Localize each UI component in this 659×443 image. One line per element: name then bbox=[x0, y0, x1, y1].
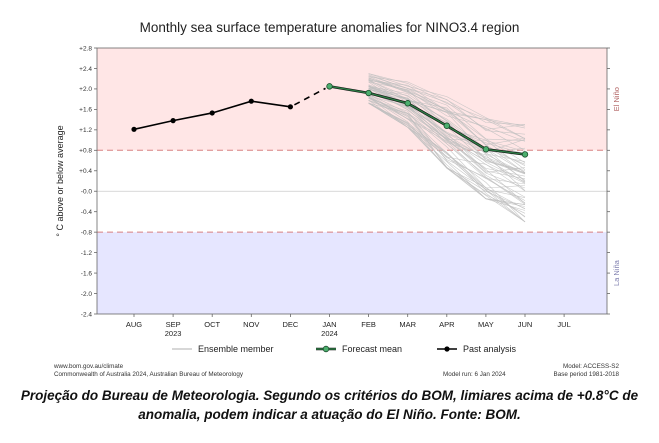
x-tick-label: OCT bbox=[204, 320, 220, 329]
ensemble-member-line bbox=[368, 84, 526, 171]
x-tick-label: JUN bbox=[518, 320, 533, 329]
past-analysis-point bbox=[248, 98, 254, 104]
x-tick-label: MAY bbox=[478, 320, 494, 329]
y-tick-label: -1.2 bbox=[81, 250, 93, 257]
legend-forecast-marker bbox=[322, 345, 330, 353]
x-tick-label: DEC bbox=[282, 320, 298, 329]
footer-source: www.bom.gov.au/climate Commonwealth of A… bbox=[54, 363, 243, 379]
forecast-mean-point bbox=[404, 100, 411, 107]
figure-caption: Projeção do Bureau de Meteorologia. Segu… bbox=[20, 388, 639, 422]
x-tick-label: APR bbox=[439, 320, 455, 329]
y-tick-label: +0.4 bbox=[79, 168, 92, 175]
ensemble-member-line bbox=[368, 94, 526, 184]
past-analysis-point bbox=[287, 104, 293, 110]
x-tick-label: NOV bbox=[243, 320, 259, 329]
forecast-mean-point bbox=[482, 146, 490, 153]
y-axis-label: ° C above or below average bbox=[55, 125, 65, 236]
year-label: 2023 bbox=[165, 329, 182, 338]
ensemble-member-line bbox=[368, 78, 526, 141]
el-nino-band bbox=[97, 48, 607, 151]
x-tick-label: MAR bbox=[399, 320, 416, 329]
y-tick-label: -0.8 bbox=[81, 229, 93, 236]
forecast-mean-point bbox=[365, 89, 372, 97]
y-tick-label: -2.4 bbox=[81, 311, 93, 318]
plot-frame bbox=[96, 47, 608, 315]
ensemble-member-line bbox=[368, 97, 526, 189]
x-tick-label: AUG bbox=[126, 320, 142, 329]
y-tick-label: +1.2 bbox=[79, 127, 92, 134]
legend-past-marker bbox=[444, 346, 450, 352]
x-tick-label: JAN bbox=[322, 320, 336, 329]
ensemble-member-line bbox=[368, 100, 526, 210]
past-forecast-connector bbox=[294, 87, 326, 106]
y-tick-label: -0.0 bbox=[81, 189, 93, 196]
ensemble-member-line bbox=[368, 73, 526, 127]
ensemble-member-line bbox=[368, 98, 526, 189]
ensemble-member-line bbox=[368, 73, 526, 139]
footer-copyright: Commonwealth of Australia 2024, Australi… bbox=[54, 371, 244, 378]
ensemble-member-line bbox=[368, 79, 526, 174]
ensemble-member-line bbox=[368, 102, 526, 223]
y-tick-label: -1.6 bbox=[81, 270, 93, 277]
legend-ensemble-label: Ensemble member bbox=[198, 344, 274, 354]
el-nino-label: El Niño bbox=[612, 87, 621, 111]
forecast-mean-line bbox=[329, 85, 526, 156]
footer-model-info: Model: ACCESS-S2 Base period 1981-2018 bbox=[554, 363, 619, 379]
y-tick-label: +1.6 bbox=[79, 107, 92, 114]
footer-model-run: Model run: 6 Jan 2024 bbox=[443, 371, 506, 378]
la-nina-band bbox=[97, 232, 607, 314]
y-tick-label: +2.4 bbox=[79, 66, 92, 73]
ensemble-member-line bbox=[368, 80, 526, 153]
x-tick-label: JUL bbox=[557, 320, 570, 329]
y-tick-label: -2.0 bbox=[81, 291, 93, 298]
nino34-chart: El Niño La Niña +2.8 +2.4 +2.0 +1.6 +1.2 +0.8 +… bbox=[55, 45, 621, 354]
past-analysis-point bbox=[170, 118, 176, 124]
chart-title: Monthly sea surface temperature anomalie… bbox=[139, 20, 520, 35]
ensemble-member-line bbox=[368, 102, 526, 201]
ensemble-member-line bbox=[368, 98, 526, 217]
legend-forecast-label: Forecast mean bbox=[342, 344, 402, 354]
ensemble-member-line bbox=[368, 76, 526, 163]
year-label: 2024 bbox=[321, 329, 338, 338]
footer-url: www.bom.gov.au/climate bbox=[54, 363, 124, 370]
y-tick-label: -0.4 bbox=[81, 209, 93, 216]
ensemble-member-line bbox=[368, 100, 526, 207]
ensemble-member-line bbox=[368, 102, 526, 223]
forecast-mean-point bbox=[326, 83, 333, 90]
ensemble-member-line bbox=[368, 77, 526, 146]
x-tick-label: FEB bbox=[361, 320, 376, 329]
legend-past-label: Past analysis bbox=[463, 344, 517, 354]
y-tick-label: +0.8 bbox=[79, 148, 92, 155]
ensemble-member-line bbox=[368, 102, 526, 198]
forecast-mean-point bbox=[521, 151, 529, 158]
y-tick-label: +2.0 bbox=[79, 86, 92, 93]
forecast-mean-point bbox=[443, 122, 450, 129]
footer-base-period: Base period 1981-2018 bbox=[553, 371, 619, 378]
past-analysis-point bbox=[209, 110, 215, 116]
la-nina-label: La Niña bbox=[612, 259, 621, 286]
x-tick-label: SEP bbox=[166, 320, 181, 329]
y-tick-label: +2.8 bbox=[79, 45, 92, 52]
footer-model-name: Model: ACCESS-S2 bbox=[563, 363, 619, 370]
past-analysis-point bbox=[131, 126, 137, 132]
